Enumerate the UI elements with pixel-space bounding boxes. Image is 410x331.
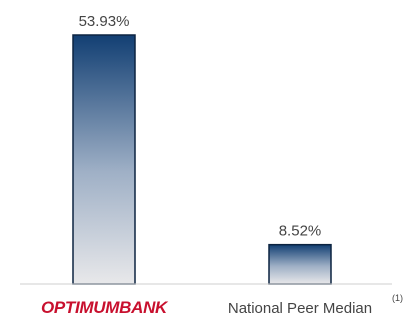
bars-layer [72,34,332,285]
bar-1 [268,243,332,285]
category-label-1: National Peer Median [228,300,372,317]
category-footnote-1: (1) [392,293,403,303]
data-label-0: 53.93% [79,13,130,30]
category-label-0: OPTIMUMBANK [41,298,169,317]
labels-layer: 53.93% 8.52% OPTIMUMBANK National Peer Medi… [41,13,403,317]
bar-0 [72,34,136,285]
data-label-1: 8.52% [279,223,322,240]
